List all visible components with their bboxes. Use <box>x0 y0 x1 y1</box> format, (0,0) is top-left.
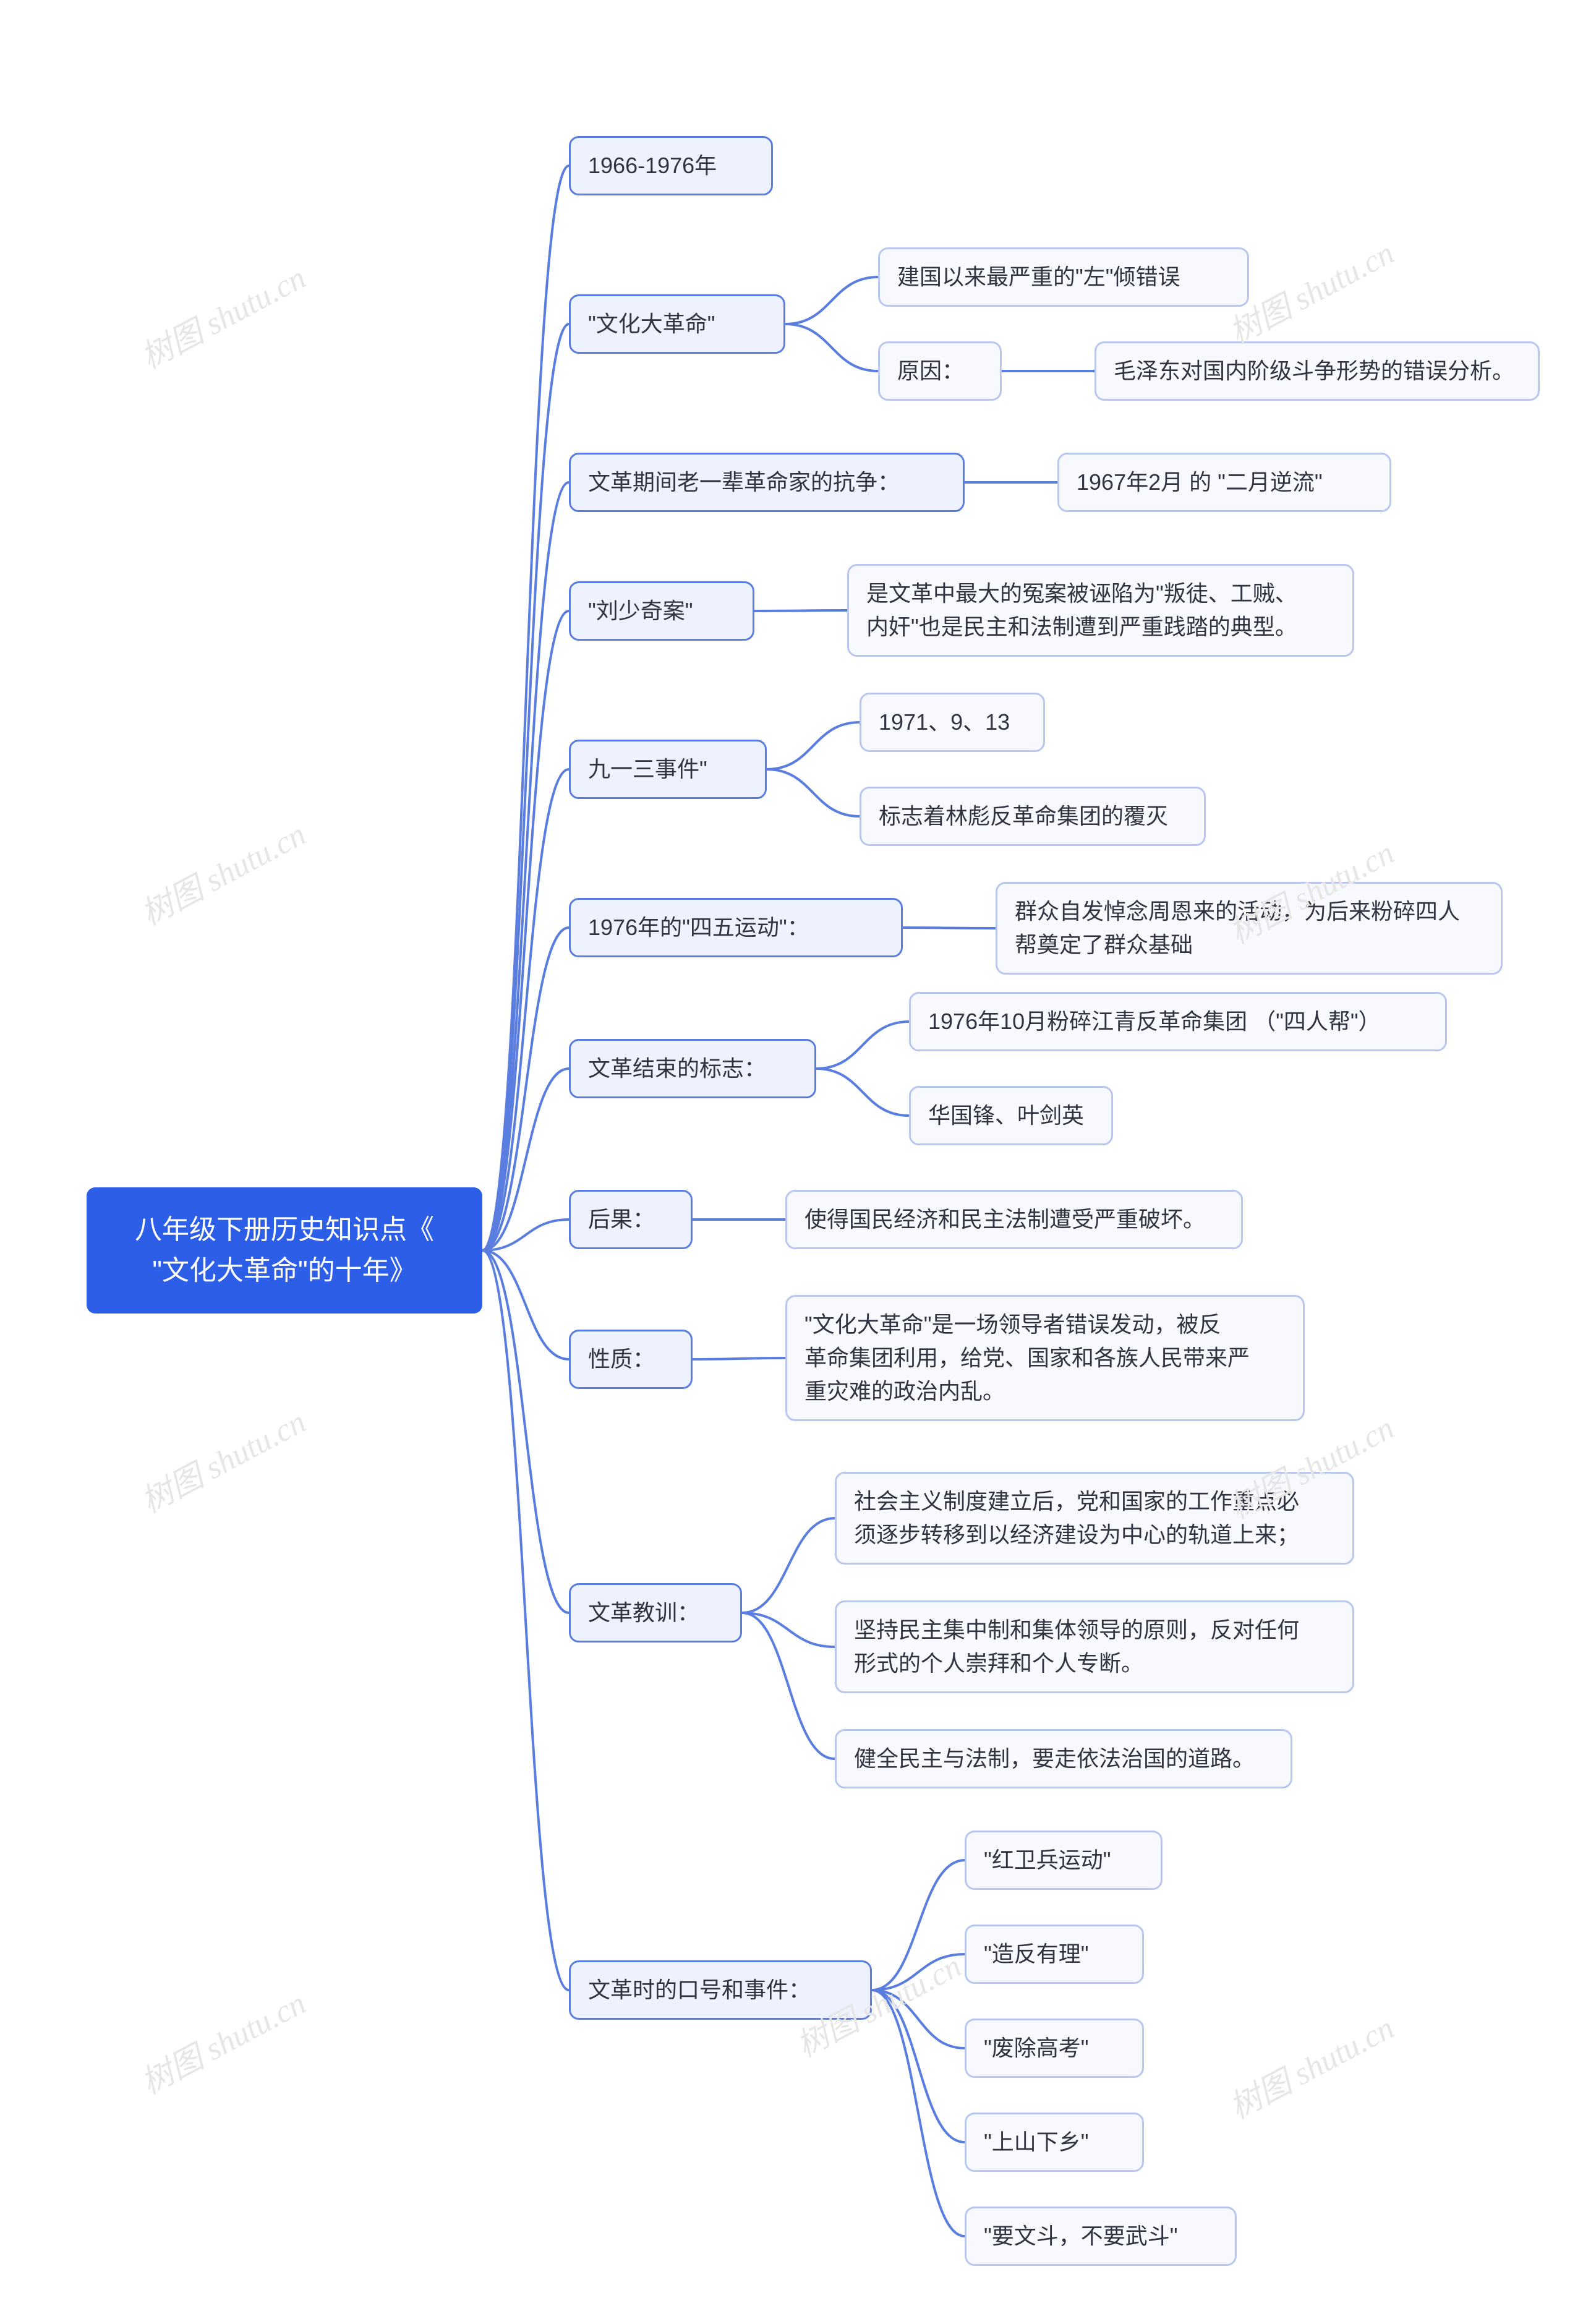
level1-node: 文革期间老一辈革命家的抗争： <box>569 453 965 512</box>
watermark: 树图 shutu.cn <box>131 252 312 377</box>
level2-node: "上山下乡" <box>965 2113 1144 2172</box>
level2-node: 1976年10月粉碎江青反革命集团 （"四人帮"） <box>909 992 1447 1051</box>
level1-node: "文化大革命" <box>569 294 785 354</box>
level2-node: 1967年2月 的 "二月逆流" <box>1057 453 1391 512</box>
watermark: 树图 shutu.cn <box>131 808 312 934</box>
level1-node: 1976年的"四五运动"： <box>569 898 903 957</box>
level1-node: 文革结束的标志： <box>569 1039 816 1098</box>
level1-node: 九一三事件" <box>569 740 767 799</box>
watermark: 树图 shutu.cn <box>1219 2002 1401 2127</box>
level2-node: 毛泽东对国内阶级斗争形势的错误分析。 <box>1094 341 1540 401</box>
level1-node: 性质： <box>569 1330 693 1389</box>
level1-node: 文革时的口号和事件： <box>569 1960 872 2020</box>
level2-node: 坚持民主集中制和集体领导的原则，反对任何 形式的个人崇拜和个人专断。 <box>835 1600 1354 1693</box>
level1-node: "刘少奇案" <box>569 581 754 641</box>
level2-node: "文化大革命"是一场领导者错误发动，被反 革命集团利用，给党、国家和各族人民带来… <box>785 1295 1305 1421</box>
level2-node: 是文革中最大的冤案被诬陷为"叛徒、工贼、 内奸"也是民主和法制遭到严重践踏的典型… <box>847 564 1354 657</box>
level2-node: 建国以来最严重的"左"倾错误 <box>878 247 1249 307</box>
level2-node: "废除高考" <box>965 2019 1144 2078</box>
level2-node: "红卫兵运动" <box>965 1831 1163 1890</box>
level2-node: 健全民主与法制，要走依法治国的道路。 <box>835 1729 1292 1788</box>
level2-node: 1971、9、13 <box>860 693 1045 752</box>
level2-node: "造反有理" <box>965 1925 1144 1984</box>
level2-node: 社会主义制度建立后，党和国家的工作重点必 须逐步转移到以经济建设为中心的轨道上来… <box>835 1472 1354 1565</box>
level2-node: 原因： <box>878 341 1002 401</box>
watermark: 树图 shutu.cn <box>131 1396 312 1521</box>
root-node: 八年级下册历史知识点《 "文化大革命"的十年》 <box>87 1187 482 1314</box>
level2-node: 群众自发悼念周恩来的活动，为后来粉碎四人 帮奠定了群众基础 <box>996 882 1503 975</box>
level2-node: "要文斗，不要武斗" <box>965 2207 1237 2266</box>
level2-node: 华国锋、叶剑英 <box>909 1086 1113 1145</box>
level2-node: 使得国民经济和民主法制遭受严重破坏。 <box>785 1190 1243 1249</box>
level1-node: 1966-1976年 <box>569 136 773 195</box>
level1-node: 后果： <box>569 1190 693 1249</box>
level2-node: 标志着林彪反革命集团的覆灭 <box>860 787 1206 846</box>
level1-node: 文革教训： <box>569 1583 742 1643</box>
watermark: 树图 shutu.cn <box>131 1977 312 2103</box>
